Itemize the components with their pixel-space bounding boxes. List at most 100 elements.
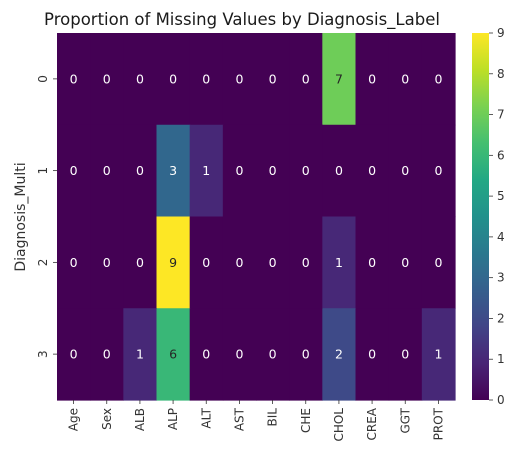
cell-value-label: 2: [335, 347, 343, 362]
cell-value-label: 0: [202, 255, 210, 270]
cell-value-label: 6: [169, 347, 177, 362]
cell-value-label: 1: [434, 347, 442, 362]
cell-value-label: 0: [235, 163, 243, 178]
heatmap-cell: [189, 33, 224, 126]
heatmap-cell: [289, 308, 323, 401]
colorbar-tick-label: 5: [497, 189, 505, 203]
cell-value-label: 0: [70, 163, 78, 178]
heatmap-cell: [222, 216, 257, 309]
x-tick-label: BIL: [266, 408, 280, 427]
cell-value-label: 0: [368, 163, 376, 178]
cell-value-label: 0: [434, 255, 442, 270]
heatmap-cell: [90, 216, 124, 309]
colorbar-tick-label: 2: [497, 311, 505, 325]
heatmap-cell: [421, 33, 456, 126]
x-tick-label: Sex: [100, 408, 114, 430]
cell-value-label: 0: [302, 163, 310, 178]
cell-value-label: 0: [302, 255, 310, 270]
cell-value-label: 0: [401, 347, 409, 362]
heatmap-cell: [123, 216, 158, 309]
heatmap-cell: [57, 308, 91, 401]
cell-value-label: 0: [235, 71, 243, 86]
heatmap-cell: [90, 33, 124, 126]
cell-value-label: 0: [103, 347, 111, 362]
heatmap-cell-labels: 0 0 0 0 0 0 0 0 7 0 0 0 0 0 0 3 1 0 0 0 0 0 0 0 0 0 0 9 0 0 0 0 1 0 0 0 0 0 1 6…: [70, 71, 443, 361]
cell-value-label: 0: [269, 255, 277, 270]
heatmap-cell: [355, 216, 390, 309]
heatmap-cell: [421, 216, 456, 309]
cell-value-label: 0: [235, 347, 243, 362]
heatmap-cell: [322, 33, 357, 126]
heatmap-cell: [256, 33, 290, 126]
chart-title: Proportion of Missing Values by Diagnosi…: [44, 10, 440, 30]
heatmap-cell: [256, 124, 290, 218]
colorbar-tick-label: 6: [497, 148, 505, 162]
colorbar-tick-label: 0: [497, 393, 505, 407]
colorbar-tick-label: 8: [497, 67, 505, 81]
cell-value-label: 0: [136, 163, 144, 178]
colorbar-tick-label: 4: [497, 230, 505, 244]
heatmap-cell: [388, 216, 423, 309]
cell-value-label: 0: [202, 71, 210, 86]
heatmap-cell: [256, 216, 290, 309]
cell-value-label: 0: [103, 71, 111, 86]
x-tick-label: GGT: [398, 407, 412, 433]
cell-value-label: 0: [434, 71, 442, 86]
heatmap-cell: [289, 216, 323, 309]
colorbar-tick-label: 3: [497, 271, 505, 285]
cell-value-label: 0: [169, 71, 177, 86]
x-tick-label: CREA: [365, 407, 379, 440]
heatmap-cell: [189, 216, 224, 309]
colorbar-ticks: 0 1 2 3 4 5 6 7 8 9: [489, 26, 505, 407]
heatmap-cell: [123, 33, 158, 126]
heatmap-cell: [355, 33, 390, 126]
heatmap-cell: [222, 33, 257, 126]
cell-value-label: 0: [401, 255, 409, 270]
cell-value-label: 0: [136, 71, 144, 86]
cell-value-label: 0: [335, 163, 343, 178]
cell-value-label: 7: [335, 71, 343, 86]
cell-value-label: 0: [269, 71, 277, 86]
heatmap-cell: [421, 308, 456, 401]
y-tick-label: 2: [36, 259, 50, 267]
colorbar-tick-label: 7: [497, 108, 505, 122]
heatmap-cell: [156, 308, 191, 401]
heatmap-cell: [421, 124, 456, 218]
cell-value-label: 3: [169, 163, 177, 178]
heatmap-cell: [322, 308, 357, 401]
x-tick-label: ALT: [199, 407, 213, 428]
colorbar: [472, 33, 489, 400]
x-tick-label: PROT: [431, 407, 445, 440]
heatmap-cell: [222, 124, 257, 218]
heatmap-cell: [57, 124, 91, 218]
y-tick-label: 1: [36, 167, 50, 175]
x-tick-label: CHE: [299, 408, 313, 433]
cell-value-label: 1: [202, 163, 210, 178]
cell-value-label: 0: [302, 347, 310, 362]
colorbar-tick-label: 9: [497, 26, 505, 40]
heatmap-cell: [90, 308, 124, 401]
cell-value-label: 0: [368, 347, 376, 362]
cell-value-label: 0: [434, 163, 442, 178]
cell-value-label: 0: [269, 347, 277, 362]
heatmap-cell: [388, 308, 423, 401]
cell-value-label: 0: [368, 255, 376, 270]
heatmap-cell: [189, 124, 224, 218]
heatmap-cell: [322, 216, 357, 309]
heatmap-cell: [322, 124, 357, 218]
heatmap-cell: [156, 33, 191, 126]
heatmap-cell: [388, 33, 423, 126]
y-axis-label: Diagnosis_Multi: [13, 162, 29, 271]
cell-value-label: 0: [401, 163, 409, 178]
cell-value-label: 1: [136, 347, 144, 362]
cell-value-label: 0: [401, 71, 409, 86]
cell-value-label: 0: [103, 255, 111, 270]
cell-value-label: 0: [269, 163, 277, 178]
y-tick-label: 3: [36, 350, 50, 358]
cell-value-label: 0: [103, 163, 111, 178]
heatmap-cell: [57, 33, 91, 126]
cell-value-label: 0: [368, 71, 376, 86]
cell-value-label: 0: [136, 255, 144, 270]
